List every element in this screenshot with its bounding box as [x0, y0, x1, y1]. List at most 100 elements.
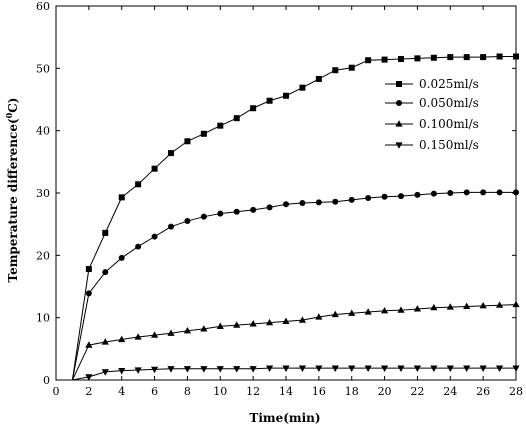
data-point: [250, 105, 257, 112]
x-axis-title: Time(min): [249, 411, 320, 425]
data-point: [184, 218, 191, 225]
data-point: [266, 204, 273, 211]
y-tick-label: 10: [36, 312, 50, 325]
data-point: [85, 266, 92, 273]
legend-label: 0.150ml/s: [419, 138, 479, 152]
data-point: [184, 138, 191, 145]
data-point: [135, 243, 142, 250]
data-point: [167, 366, 175, 373]
x-tick-label: 0: [53, 385, 60, 398]
series-0: [56, 53, 519, 381]
x-tick-label: 16: [312, 385, 326, 398]
data-point: [233, 208, 240, 215]
data-point: [167, 329, 175, 336]
data-point: [397, 306, 405, 313]
data-point: [233, 366, 241, 373]
data-point: [265, 365, 274, 372]
data-point: [398, 193, 404, 200]
data-point: [332, 198, 339, 205]
data-point: [380, 307, 389, 314]
data-point: [118, 254, 125, 261]
data-point: [364, 365, 372, 372]
data-point: [447, 54, 454, 61]
y-tick-label: 50: [36, 62, 50, 75]
data-point: [298, 316, 307, 323]
series-1: [56, 189, 519, 381]
data-point: [414, 55, 421, 62]
data-point: [315, 75, 322, 82]
data-point: [315, 313, 323, 320]
data-point: [365, 57, 372, 64]
data-point: [348, 196, 355, 203]
data-point: [233, 321, 241, 328]
data-point: [249, 366, 257, 373]
data-point: [332, 67, 339, 74]
data-point: [480, 189, 487, 196]
data-point: [135, 181, 142, 188]
data-point: [151, 233, 158, 240]
legend-label: 0.050ml/s: [419, 96, 479, 110]
data-point: [348, 365, 356, 372]
data-point: [250, 206, 257, 213]
series-3: [56, 365, 520, 381]
data-point: [101, 338, 109, 345]
data-point: [299, 84, 306, 91]
data-point: [496, 53, 503, 60]
data-point: [118, 368, 126, 375]
data-point: [496, 189, 503, 196]
series-line: [56, 191, 516, 381]
data-point: [183, 326, 192, 334]
legend-marker: [396, 81, 402, 87]
data-point: [85, 290, 92, 297]
data-point: [217, 210, 224, 217]
data-point: [331, 310, 339, 318]
data-point: [168, 150, 174, 157]
x-tick-label: 22: [410, 385, 424, 398]
data-point: [463, 54, 470, 61]
data-point: [299, 199, 306, 206]
data-point: [216, 366, 224, 373]
data-point: [168, 223, 174, 230]
data-point: [380, 365, 389, 372]
data-point: [480, 54, 487, 61]
data-point: [85, 341, 93, 348]
x-tick-label: 20: [378, 385, 392, 398]
x-tick-label: 10: [213, 385, 227, 398]
data-point: [495, 301, 504, 308]
data-point: [200, 130, 207, 137]
data-point: [331, 365, 339, 372]
x-tick-label: 28: [509, 385, 523, 398]
x-tick-label: 12: [246, 385, 260, 398]
data-point: [200, 213, 207, 220]
legend-label: 0.025ml/s: [419, 77, 479, 91]
data-point: [512, 300, 520, 308]
data-point: [414, 191, 421, 198]
data-point: [150, 331, 159, 338]
y-tick-label: 20: [36, 249, 50, 262]
data-point: [348, 64, 355, 71]
x-tick-label: 24: [443, 385, 457, 398]
data-point: [463, 302, 471, 310]
data-point: [282, 317, 290, 325]
series-2: [56, 300, 520, 381]
data-point: [282, 365, 290, 372]
x-tick-label: 4: [118, 385, 125, 398]
data-point: [430, 190, 437, 197]
y-axis-title-superscript: 0: [4, 112, 14, 118]
series-layer: [56, 53, 520, 381]
data-point: [512, 365, 520, 372]
data-point: [150, 366, 159, 374]
data-point: [447, 190, 454, 196]
data-point: [102, 229, 109, 236]
data-point: [381, 56, 388, 63]
x-tick-label: 18: [345, 385, 359, 398]
data-point: [430, 54, 437, 61]
data-point: [200, 366, 208, 373]
data-point: [118, 335, 126, 343]
data-point: [397, 365, 405, 372]
y-axis-title-main: Temperature difference(: [6, 118, 20, 282]
data-point: [398, 55, 404, 62]
data-point: [463, 189, 470, 196]
y-tick-label: 60: [36, 0, 50, 13]
data-point: [283, 92, 289, 99]
